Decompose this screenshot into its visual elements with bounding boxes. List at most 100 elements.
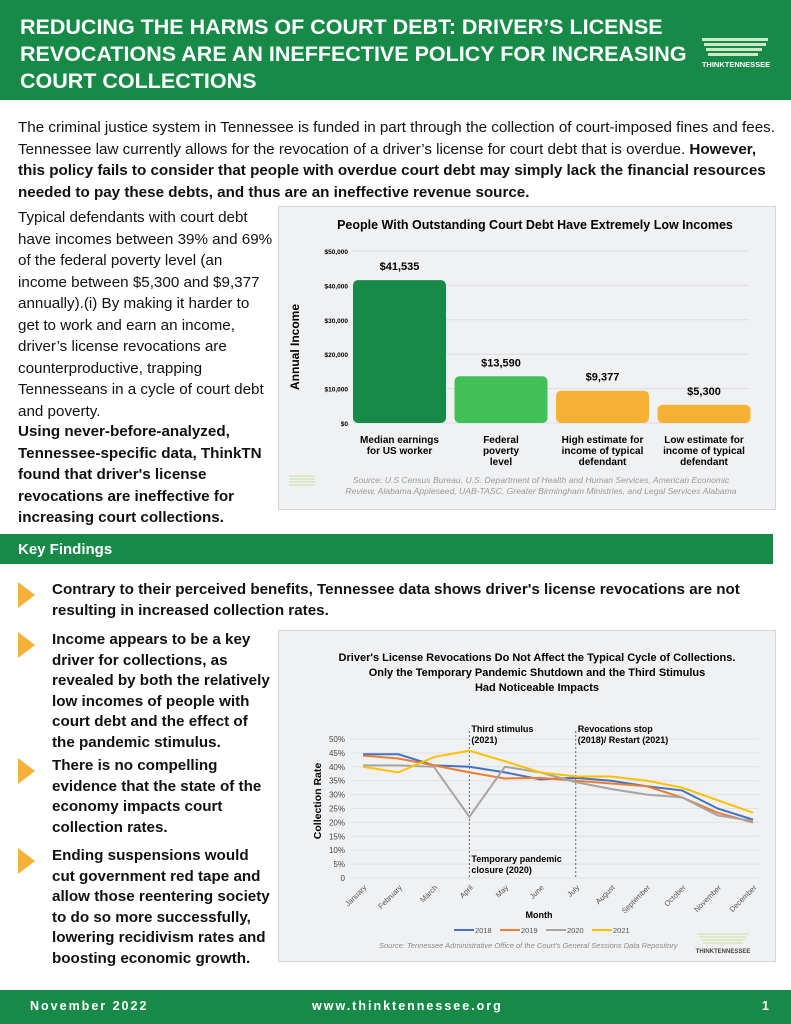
- collection-rate-line-chart: Driver's License Revocations Do Not Affe…: [278, 630, 776, 962]
- logo-mark: [699, 936, 747, 938]
- bullet-arrow-icon: [18, 758, 35, 784]
- y-tick-label: $50,000: [325, 249, 349, 256]
- key-findings-heading: Key Findings: [0, 534, 773, 564]
- chart-source: Source: U.S Census Bureau, U.S. Departme…: [353, 475, 730, 485]
- x-tick-label: January: [343, 883, 368, 908]
- x-tick-label: April: [458, 883, 475, 900]
- x-tick-label: May: [494, 883, 511, 900]
- chart-title: People With Outstanding Court Debt Have …: [337, 218, 733, 232]
- y-tick-label: $20,000: [325, 352, 349, 359]
- category-label: for US worker: [367, 446, 433, 457]
- category-label: defendant: [579, 457, 627, 468]
- logo-mark: [697, 933, 749, 935]
- bar-value-label: $9,377: [586, 372, 620, 384]
- legend-label: 2019: [521, 926, 538, 935]
- category-label: Federal: [483, 435, 519, 446]
- footer-url[interactable]: www.thinktennessee.org: [312, 999, 503, 1013]
- x-tick-label: March: [418, 883, 439, 904]
- logo-mark: [289, 478, 315, 480]
- y-tick-label: 40%: [329, 763, 345, 772]
- logo-mark: [289, 484, 315, 486]
- thinktennessee-logo: THINKTENNESSEE: [700, 36, 772, 70]
- y-tick-label: 0: [341, 874, 346, 883]
- bar: [657, 404, 751, 423]
- income-bar-chart: People With Outstanding Court Debt Have …: [278, 206, 776, 510]
- y-tick-label: 30%: [329, 791, 345, 800]
- category-label: Low estimate for: [664, 435, 744, 446]
- y-tick-label: 50%: [329, 735, 345, 744]
- bar-value-label: $5,300: [687, 386, 721, 398]
- chart-title: Driver's License Revocations Do Not Affe…: [339, 652, 736, 664]
- logo-mark: [703, 942, 743, 944]
- bar-value-label: $41,535: [380, 261, 420, 273]
- x-tick-label: August: [594, 882, 618, 906]
- annotation-label: Revocations stop: [578, 724, 654, 734]
- series-line-2020: [363, 764, 754, 822]
- y-axis-label: Collection Rate: [312, 763, 324, 840]
- category-label: income of typical: [562, 446, 644, 457]
- y-tick-label: $0: [341, 421, 349, 428]
- bar-value-label: $13,590: [481, 357, 521, 369]
- page-number: 1: [762, 999, 771, 1013]
- finding-item: There is no compelling evidence that the…: [52, 757, 262, 836]
- legend-label: 2020: [567, 926, 584, 935]
- series-line-2018: [363, 753, 754, 821]
- y-tick-label: $40,000: [325, 283, 349, 290]
- x-tick-label: September: [620, 883, 653, 916]
- category-label: Median earnings: [360, 435, 439, 446]
- category-label: level: [490, 457, 512, 468]
- finding-item: Income appears to be a key driver for co…: [52, 631, 270, 751]
- x-axis-label: Month: [526, 910, 553, 920]
- x-tick-label: November: [692, 883, 723, 914]
- bullet-arrow-icon: [18, 848, 35, 874]
- legend-label: 2018: [475, 926, 492, 935]
- finding-item: Ending suspensions would cut government …: [52, 847, 270, 967]
- x-tick-label: February: [376, 883, 404, 911]
- logo-text: THINKTENNESSEE: [696, 949, 751, 955]
- annotation-label: closure (2020): [471, 865, 532, 875]
- x-tick-label: June: [528, 883, 546, 901]
- series-line-2021: [362, 749, 754, 814]
- logo-mark: [701, 939, 745, 941]
- finding-paragraph: Using never-before-analyzed, Tennessee-s…: [18, 423, 262, 526]
- legend-label: 2021: [613, 926, 630, 935]
- chart-source: Source: Tennessee Administrative Office …: [379, 941, 679, 950]
- y-tick-label: 10%: [329, 846, 345, 855]
- y-tick-label: $10,000: [325, 387, 349, 394]
- bar: [353, 280, 446, 423]
- svg-text:THINKTENNESSEE: THINKTENNESSEE: [702, 60, 770, 69]
- logo-mark: [289, 475, 315, 477]
- chart-title: Had Noticeable Impacts: [475, 682, 599, 694]
- y-tick-label: 45%: [329, 749, 345, 758]
- category-label: income of typical: [663, 446, 745, 457]
- header-banner: [0, 0, 791, 100]
- chart-title: Only the Temporary Pandemic Shutdown and…: [369, 667, 706, 679]
- footer: November 2022 www.thinktennessee.org 1: [0, 990, 791, 1024]
- annotation-label: (2018)/ Restart (2021): [578, 735, 669, 745]
- footer-date: November 2022: [30, 999, 149, 1013]
- logo-mark: [289, 481, 315, 483]
- category-label: poverty: [483, 446, 520, 457]
- y-axis-label: Annual Income: [288, 304, 302, 390]
- annotation-label: Third stimulus: [471, 724, 533, 734]
- x-tick-label: December: [728, 883, 759, 914]
- x-tick-label: July: [565, 883, 581, 899]
- y-tick-label: 5%: [333, 860, 345, 869]
- y-tick-label: 20%: [329, 818, 345, 827]
- bullet-arrow-icon: [18, 632, 35, 658]
- chart-source: Review, Alabama Appleseed, UAB-TASC, Gre…: [345, 486, 736, 496]
- bullet-arrow-icon: [18, 582, 35, 608]
- y-tick-label: $30,000: [325, 318, 349, 325]
- y-tick-label: 15%: [329, 832, 345, 841]
- bar: [454, 376, 548, 423]
- annotation-label: (2021): [471, 735, 497, 745]
- annotation-label: Temporary pandemic: [471, 854, 561, 864]
- bar: [556, 390, 649, 423]
- intro-paragraph: The criminal justice system in Tennessee…: [18, 119, 775, 201]
- category-label: High estimate for: [562, 435, 644, 446]
- x-tick-label: October: [662, 883, 688, 909]
- y-tick-label: 25%: [329, 805, 345, 814]
- page-title: Reducing the Harms of Court Debt: Driver…: [20, 15, 687, 93]
- income-paragraph: Typical defendants with court debt have …: [18, 209, 273, 420]
- finding-item: Contrary to their perceived benefits, Te…: [52, 581, 740, 619]
